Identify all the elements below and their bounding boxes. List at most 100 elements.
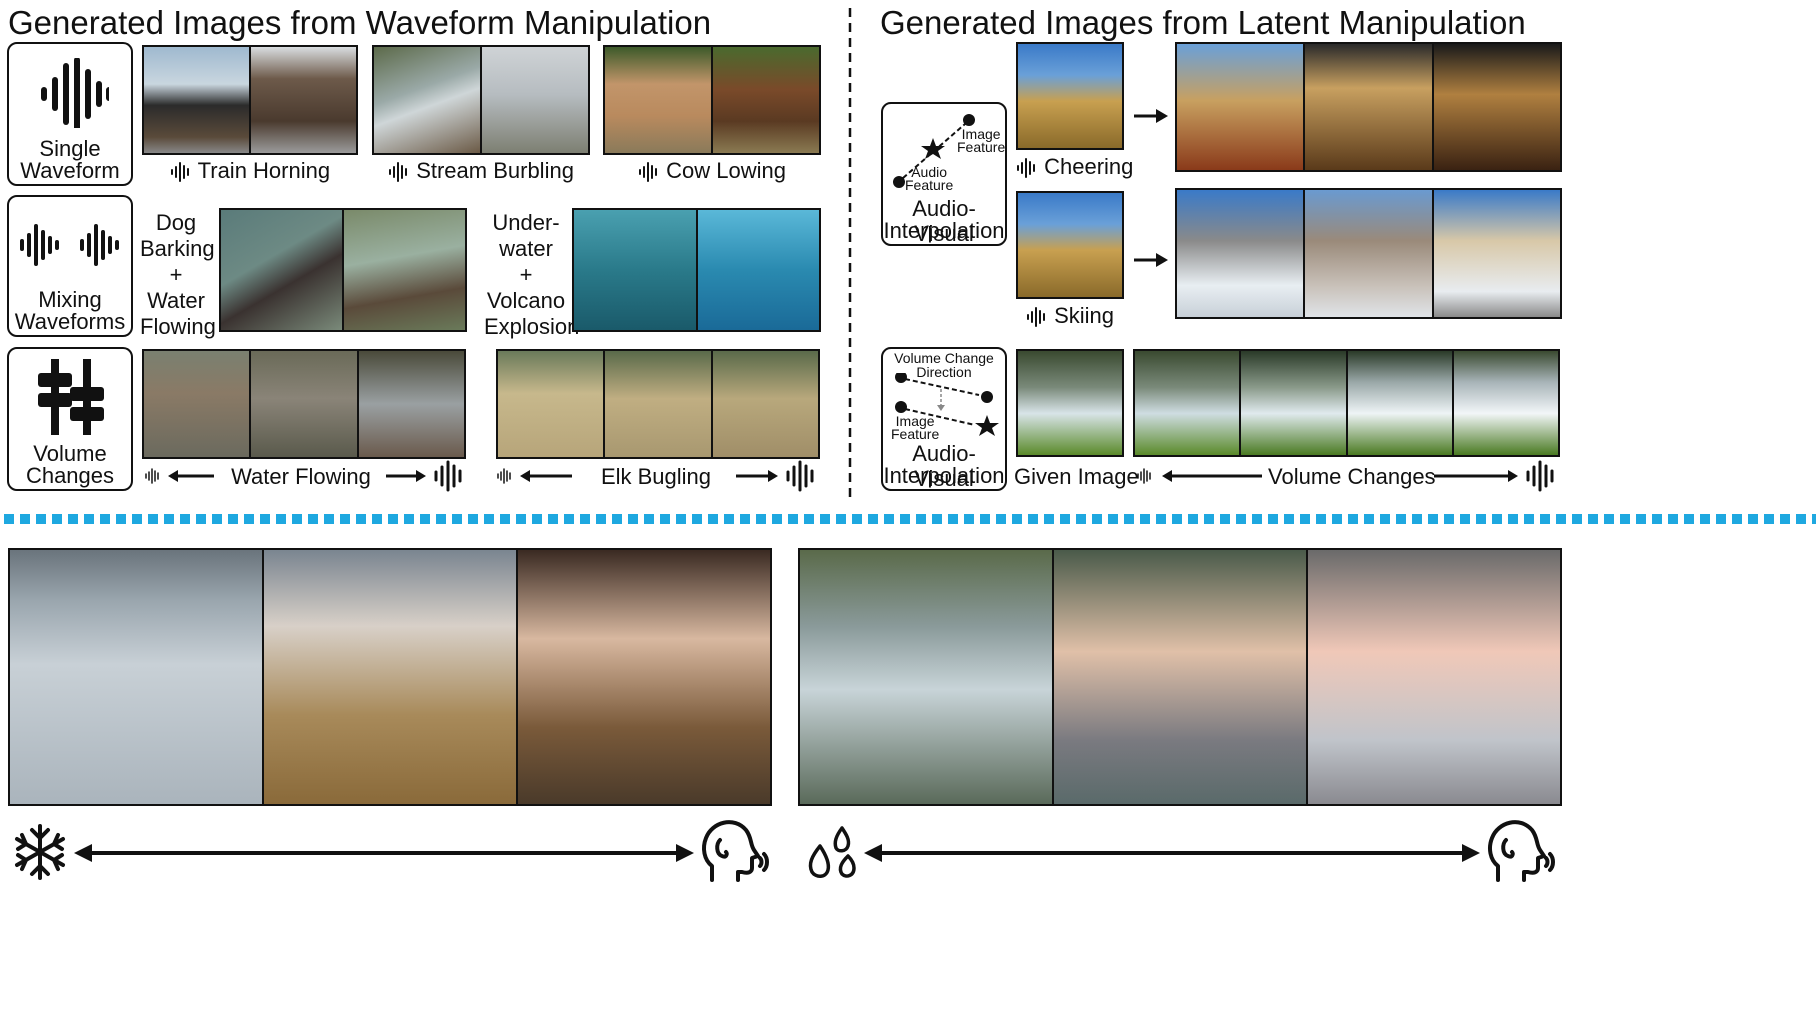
- volume-low-arrow: [1137, 468, 1262, 484]
- snow-to-speech-arrow: [74, 844, 694, 862]
- snow-to-speech-strip: [8, 548, 772, 806]
- av-interp-label-2: Interpolation: [883, 218, 1005, 243]
- train-image-pair: [142, 45, 358, 155]
- cathedral-source-image-2: [1016, 191, 1124, 299]
- mix2-label-line-5: Explosion: [484, 314, 580, 339]
- audio-feature-label-1: Audio: [911, 164, 948, 180]
- mix1-label: Dog Barking + Water Flowing: [140, 210, 216, 340]
- mix2-label-line-2: water: [499, 236, 553, 261]
- cheering-result-3: [1433, 44, 1560, 170]
- waveform-icon: [1017, 158, 1035, 179]
- mix2-label-line-1: Under-: [492, 210, 560, 235]
- given-image-content: [1018, 351, 1122, 455]
- speaking-head-icon: [1488, 820, 1555, 882]
- cow-image-1: [605, 47, 713, 153]
- horizontal-divider: [4, 514, 1816, 524]
- speaking-head-icon: [702, 820, 769, 882]
- mix1-label-line-4: Water: [147, 288, 205, 313]
- volume-high-arrow: [386, 460, 462, 492]
- right-arrow: [1134, 253, 1168, 267]
- water-volume-image-3: [358, 351, 464, 457]
- volume-direction-label-2: Direction: [916, 364, 972, 380]
- volume-label-2: Changes: [25, 463, 115, 488]
- waveform-icon: [170, 162, 189, 183]
- volume-slider-icon: [38, 359, 104, 435]
- given-image-caption: Given Image: [1014, 464, 1139, 489]
- volume-interp-label-2: Interpolation: [883, 463, 1005, 488]
- volume-direction-label: Volume Change Direction: [883, 351, 1005, 379]
- waveform-icon: [41, 58, 109, 128]
- given-image: [1016, 349, 1124, 457]
- right-arrow: [1134, 109, 1168, 123]
- underwater-volcano-image-2: [697, 210, 819, 330]
- waterfall-volume-1: [1135, 351, 1242, 455]
- train-image-1: [144, 47, 251, 153]
- waveform-icon: [80, 224, 119, 266]
- man-speaking-image: [518, 550, 770, 804]
- waveform-icon: [389, 162, 408, 183]
- section-divider: [848, 8, 852, 498]
- skiing-result-3: [1433, 190, 1560, 317]
- girl-laughing-image: [1308, 550, 1560, 804]
- mix1-label-line-3: +: [169, 262, 183, 287]
- skiing-result-2: [1305, 190, 1434, 317]
- elk-volume-image-2: [605, 351, 713, 457]
- stream-to-speech-arrow: [864, 844, 1480, 862]
- right-section-title: Generated Images from Latent Manipulatio…: [880, 4, 1526, 41]
- cow-caption: Cow Lowing: [603, 158, 821, 184]
- mixing-label-1: Mixing: [38, 287, 102, 312]
- elk-volume-image-3: [712, 351, 818, 457]
- stream-rocks-image: [800, 550, 1054, 804]
- single-waveform-label-2: Waveform: [20, 158, 120, 183]
- av-interp-label-1: Audio-Visual: [912, 196, 976, 246]
- waveform-icon: [20, 224, 59, 266]
- water-drops-icon: [808, 826, 856, 878]
- stream-image-pair: [372, 45, 590, 155]
- mix1-label-line-2: Barking: [140, 236, 215, 261]
- audio-feature-label-2: Feature: [905, 177, 954, 193]
- skiing-result-1: [1177, 190, 1306, 317]
- mix2-label-line-4: Volcano: [486, 288, 566, 313]
- image-feature-label-2: Feature: [957, 139, 1006, 155]
- snowflake-icon: [15, 824, 65, 880]
- mixing-waveforms-box: Mixing Waveforms: [7, 195, 133, 337]
- skiing-caption-text: Skiing: [1054, 303, 1115, 328]
- dog-water-image-1: [221, 210, 344, 330]
- skiing-caption: Skiing: [1016, 303, 1124, 329]
- cheering-result-2: [1305, 44, 1434, 170]
- cow-caption-text: Cow Lowing: [666, 158, 786, 183]
- water-volume-image-2: [251, 351, 359, 457]
- waveform-icon: [1026, 307, 1045, 328]
- audio-feature-label: Audio Feature: [905, 164, 954, 193]
- train-caption: Train Horning: [142, 158, 358, 184]
- volume-image-feature-label-2: Feature: [891, 426, 940, 442]
- volume-changes-box: Volume Changes: [7, 347, 133, 491]
- volume-label-1: Volume: [33, 441, 107, 466]
- cathedral-image-1: [1018, 44, 1122, 148]
- volume-image-feature-label: Image Feature: [891, 413, 940, 442]
- interpolation-diagram: [893, 114, 975, 188]
- train-caption-text: Train Horning: [197, 158, 331, 183]
- cathedral-source-image: [1016, 42, 1124, 150]
- train-image-2: [251, 47, 356, 153]
- stream-caption: Stream Burbling: [372, 158, 590, 184]
- single-waveform-box: Single Waveform: [7, 42, 133, 186]
- single-waveform-label-1: Single: [39, 136, 101, 161]
- elk-bugling-caption: Elk Bugling: [600, 464, 712, 489]
- elk-volume-image-1: [498, 351, 606, 457]
- star-icon: [921, 138, 945, 159]
- volume-interpolation-box: Volume Change Direction Image Feature Au…: [881, 347, 1007, 491]
- waterfall-volume-4: [1453, 351, 1558, 455]
- star-icon: [975, 415, 999, 436]
- underwater-volcano-image-1: [574, 210, 698, 330]
- mix2-label: Under- water + Volcano Explosion: [484, 210, 580, 340]
- mix1-label-line-1: Dog: [155, 210, 197, 235]
- volume-image-feature-label-1: Image: [895, 413, 935, 429]
- elk-volume-strip: [496, 349, 820, 459]
- image-feature-label-1: Image: [961, 126, 1001, 142]
- cathedral-image-2: [1018, 193, 1122, 297]
- volume-low-arrow: [145, 468, 214, 484]
- mix1-label-line-5: Flowing: [140, 314, 216, 339]
- man-in-snow-image: [264, 550, 518, 804]
- waterfall-volume-strip: [1133, 349, 1560, 457]
